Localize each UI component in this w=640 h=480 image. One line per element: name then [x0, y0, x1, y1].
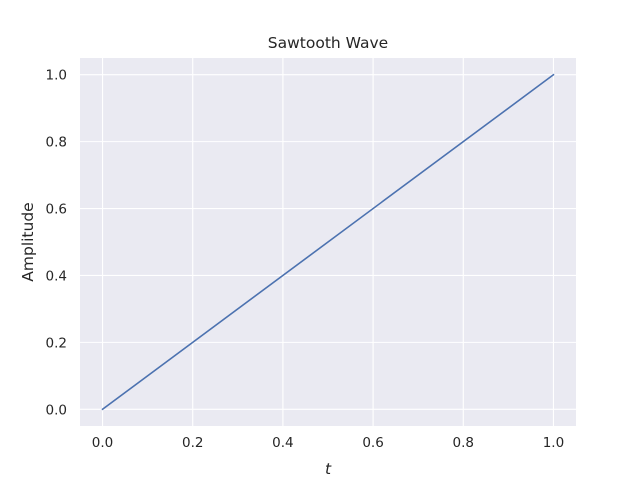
y-axis-label: Amplitude [19, 202, 37, 281]
y-tick-label: 0.2 [46, 335, 67, 351]
x-tick-labels: 0.0 0.2 0.4 0.6 0.8 1.0 [92, 435, 564, 451]
series-line [101, 73, 555, 411]
chart-title: Sawtooth Wave [268, 34, 388, 52]
x-tick-label: 0.6 [362, 435, 383, 451]
grid [80, 58, 576, 426]
x-tick-label: 0.2 [182, 435, 203, 451]
x-tick-label: 0.0 [92, 435, 113, 451]
series-layer [101, 73, 555, 411]
y-tick-labels: 0.0 0.2 0.4 0.6 0.8 1.0 [46, 68, 67, 419]
x-tick-label: 1.0 [543, 435, 564, 451]
y-tick-label: 0.8 [46, 135, 67, 151]
y-tick-label: 0.6 [46, 202, 67, 218]
x-tick-label: 0.8 [453, 435, 474, 451]
y-tick-label: 0.0 [46, 402, 67, 418]
x-axis-label: t [325, 460, 332, 478]
y-tick-label: 0.4 [46, 268, 67, 284]
y-tick-label: 1.0 [46, 68, 67, 84]
x-tick-label: 0.4 [272, 435, 293, 451]
